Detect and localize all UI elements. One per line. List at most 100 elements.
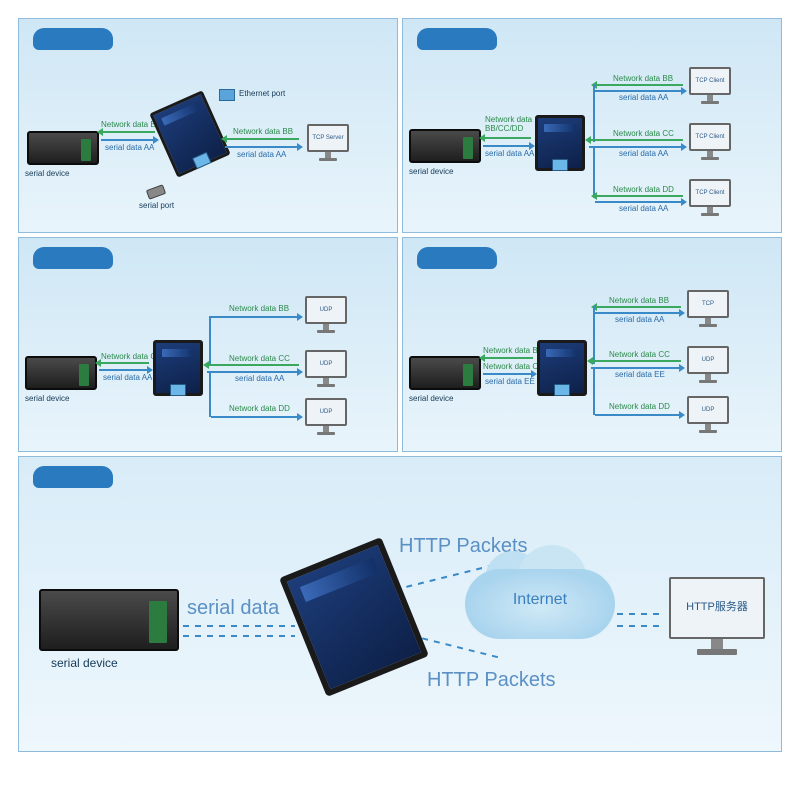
monitor-screen-label: TCP <box>687 290 729 318</box>
flow-label: serial data AA <box>485 149 534 158</box>
flow-label: Network data CC <box>229 354 290 363</box>
connector-line <box>593 367 595 415</box>
header-tab <box>417 28 497 50</box>
cloud-icon: Internet <box>465 551 615 639</box>
dashed-arrow <box>422 637 500 658</box>
flow-label: Network data BB <box>229 304 289 313</box>
flow-label: serial data AA <box>235 374 284 383</box>
arrow-icon <box>211 316 299 318</box>
gateway-device-icon <box>149 90 230 178</box>
arrow-icon <box>595 201 683 203</box>
arrow-icon <box>101 139 155 141</box>
arrow-icon <box>101 131 155 133</box>
connector-line <box>593 306 595 364</box>
monitor-screen-label: UDP <box>687 396 729 424</box>
serial-device-icon <box>39 589 179 651</box>
flow-label: Network data DD <box>229 404 290 413</box>
monitor-icon: TCP Client <box>689 179 731 219</box>
monitor-icon: HTTP服务器 <box>669 577 765 663</box>
monitor-icon: UDP <box>305 296 347 336</box>
header-tab <box>417 247 497 269</box>
flow-label: Network data BB <box>483 346 543 355</box>
arrow-icon <box>591 360 681 362</box>
connector-line <box>593 84 595 142</box>
dashed-arrow <box>183 635 295 637</box>
diagram-container: serial device Network data BB serial dat… <box>0 0 800 800</box>
arrow-icon <box>595 312 681 314</box>
serial-device-label: serial device <box>409 394 453 403</box>
connector-line <box>209 316 211 366</box>
serial-device-label: serial device <box>409 167 453 176</box>
serial-data-label: serial data <box>187 597 279 620</box>
arrow-icon <box>595 306 681 308</box>
gateway-device-icon <box>153 340 203 396</box>
connector-line <box>209 371 211 417</box>
flow-label: Network data BB <box>609 296 669 305</box>
monitor-icon: UDP <box>687 396 729 436</box>
monitor-icon: TCP Client <box>689 123 731 163</box>
arrow-icon <box>591 367 681 369</box>
arrow-icon <box>595 90 683 92</box>
gateway-device-icon <box>537 340 587 396</box>
panel-tcp-client-mode: serial device Network data BB/CC/DD seri… <box>402 18 782 233</box>
arrow-icon <box>99 362 149 364</box>
arrow-icon <box>595 414 681 416</box>
internet-label: Internet <box>465 591 615 609</box>
monitor-screen-label: TCP Client <box>689 179 731 207</box>
flow-label: serial data AA <box>105 143 154 152</box>
monitor-screen-label: UDP <box>305 398 347 426</box>
arrow-icon <box>211 416 299 418</box>
flow-label: serial data AA <box>237 150 286 159</box>
panel-http-mode: serial device serial data HTTP Packets H… <box>18 456 782 752</box>
serial-device-icon <box>409 129 481 163</box>
arrow-icon <box>483 145 531 147</box>
http-server-label: HTTP服务器 <box>669 577 765 639</box>
flow-label: serial data AA <box>619 149 668 158</box>
arrow-icon <box>589 146 683 148</box>
serial-device-label: serial device <box>51 657 118 671</box>
arrow-icon <box>483 373 533 375</box>
arrow-icon <box>207 364 299 366</box>
monitor-icon: UDP <box>687 346 729 386</box>
header-tab <box>33 28 113 50</box>
arrow-icon <box>225 138 299 140</box>
header-tab <box>33 466 113 488</box>
dashed-arrow <box>617 625 665 627</box>
monitor-screen-label: TCP Server <box>307 124 349 152</box>
monitor-screen-label: TCP Client <box>689 123 731 151</box>
panel-grid: serial device Network data BB serial dat… <box>18 18 782 782</box>
connector-line <box>593 146 595 198</box>
arrow-icon <box>225 146 299 148</box>
serial-port-label: serial port <box>139 201 174 210</box>
arrow-icon <box>595 84 683 86</box>
monitor-icon: UDP <box>305 398 347 438</box>
monitor-screen-label: TCP Client <box>689 67 731 95</box>
arrow-icon <box>207 371 299 373</box>
ethernet-port-icon <box>219 89 235 101</box>
gateway-device-icon <box>535 115 585 171</box>
panel-udp-mode: serial device Network data CC serial dat… <box>18 237 398 452</box>
serial-device-label: serial device <box>25 394 69 403</box>
flow-label: serial data AA <box>103 373 152 382</box>
ethernet-port-label: Ethernet port <box>239 89 285 98</box>
flow-label: Network data CC <box>609 350 670 359</box>
monitor-screen-label: UDP <box>305 350 347 378</box>
http-packets-label: HTTP Packets <box>427 669 556 692</box>
flow-label: serial data EE <box>615 370 665 379</box>
flow-label: serial data EE <box>485 377 535 386</box>
monitor-icon: TCP Client <box>689 67 731 107</box>
flow-label: Network data BB/CC/DD <box>485 115 532 133</box>
serial-port-icon <box>146 184 166 200</box>
panel-mixed-mode: serial device Network data BB Network da… <box>402 237 782 452</box>
monitor-screen-label: UDP <box>305 296 347 324</box>
monitor-icon: TCP Server <box>307 124 349 164</box>
flow-label: Network data BB <box>613 74 673 83</box>
monitor-screen-label: UDP <box>687 346 729 374</box>
gateway-device-icon <box>279 537 429 697</box>
flow-label: serial data AA <box>619 204 668 213</box>
arrow-icon <box>483 137 531 139</box>
flow-label: Network data DD <box>613 185 674 194</box>
flow-label: Network data CC <box>613 129 674 138</box>
flow-label: serial data AA <box>615 315 664 324</box>
arrow-icon <box>99 369 149 371</box>
